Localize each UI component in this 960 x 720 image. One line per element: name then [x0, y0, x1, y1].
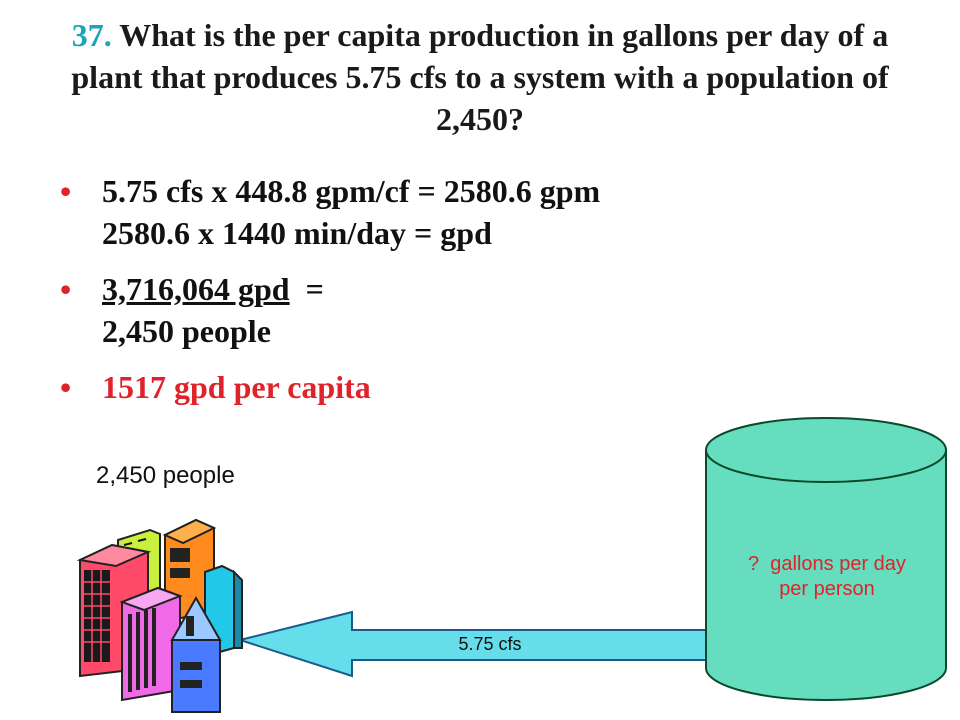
bullet-symbol: •: [60, 173, 72, 209]
question-text: What is the per capita production in gal…: [71, 17, 889, 137]
flow-label: 5.75 cfs: [458, 634, 522, 654]
bullet-1-line-1: 5.75 cfs x 448.8 gpm/cf = 2580.6 gpm: [102, 173, 601, 209]
bullet-symbol: •: [60, 369, 72, 405]
tank-label: ? gallons per day per person: [714, 552, 940, 602]
bullet-symbol: •: [60, 271, 72, 307]
bullet-list: • 5.75 cfs x 448.8 gpm/cf = 2580.6 gpm 2…: [60, 170, 880, 422]
water-tank: [705, 417, 947, 701]
numerator-underlined: 3,716,064 gpd: [102, 271, 290, 307]
bullet-1-line-2: 2580.6 x 1440 min/day = gpd: [102, 215, 492, 251]
bullet-2-line-2: 2,450 people: [102, 313, 271, 349]
slide-title: 37. What is the per capita production in…: [60, 14, 900, 140]
bullet-item-3: • 1517 gpd per capita: [60, 366, 880, 408]
population-label: 2,450 people: [96, 462, 235, 489]
bullet-2-line-1: 3,716,064 gpd =: [102, 268, 880, 310]
city-buildings-icon: [76, 518, 243, 713]
bullet-item-1: • 5.75 cfs x 448.8 gpm/cf = 2580.6 gpm 2…: [60, 170, 880, 254]
question-number: 37.: [71, 17, 112, 53]
equals-sign: =: [289, 271, 324, 307]
tank-label-line-2: per person: [779, 578, 875, 600]
tank-label-line-1: ? gallons per day: [748, 553, 906, 575]
bullet-item-2: • 3,716,064 gpd = 2,450 people: [60, 268, 880, 352]
answer-line: 1517 gpd per capita: [102, 369, 371, 405]
